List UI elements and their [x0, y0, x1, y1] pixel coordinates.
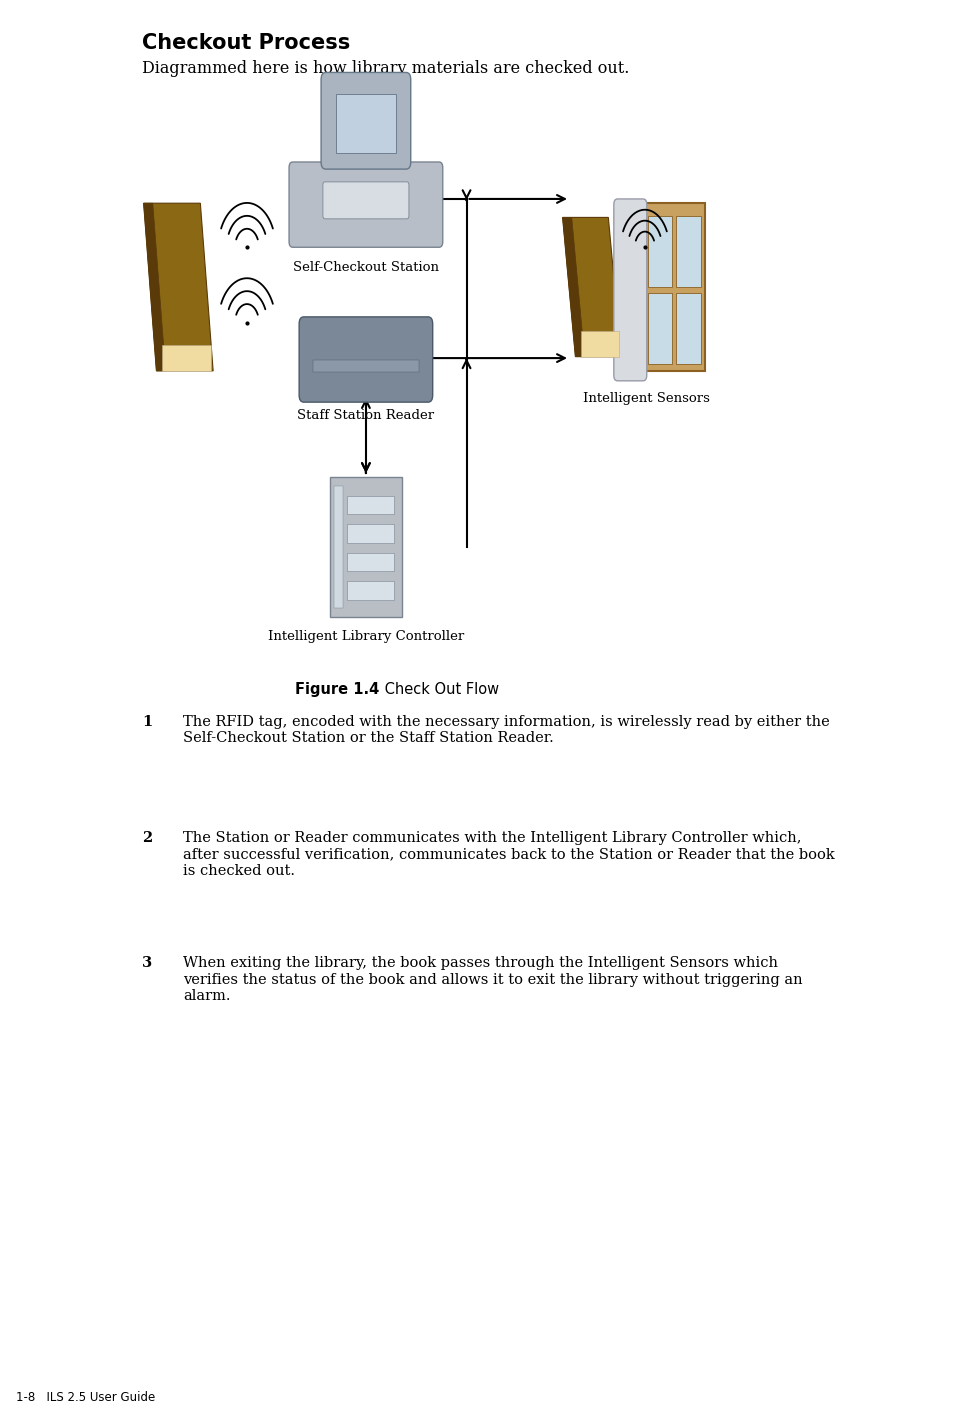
Text: 3: 3 [142, 956, 152, 971]
Text: Intelligent Library Controller: Intelligent Library Controller [268, 630, 464, 642]
Text: The Station or Reader communicates with the Intelligent Library Controller which: The Station or Reader communicates with … [183, 831, 835, 878]
Text: When exiting the library, the book passes through the Intelligent Sensors which
: When exiting the library, the book passe… [183, 956, 803, 1003]
Text: The RFID tag, encoded with the necessary information, is wirelessly read by eith: The RFID tag, encoded with the necessary… [183, 715, 830, 745]
FancyBboxPatch shape [331, 477, 401, 617]
FancyBboxPatch shape [347, 524, 395, 543]
Text: Figure 1.4: Figure 1.4 [295, 682, 380, 698]
FancyBboxPatch shape [648, 216, 672, 287]
FancyBboxPatch shape [347, 553, 395, 571]
FancyBboxPatch shape [313, 360, 419, 372]
FancyBboxPatch shape [334, 486, 343, 608]
FancyBboxPatch shape [347, 581, 395, 600]
FancyBboxPatch shape [614, 199, 647, 381]
Text: Diagrammed here is how library materials are checked out.: Diagrammed here is how library materials… [142, 60, 630, 77]
Polygon shape [144, 203, 165, 371]
FancyBboxPatch shape [676, 293, 701, 364]
FancyBboxPatch shape [648, 293, 672, 364]
Polygon shape [563, 217, 584, 357]
Text: Self-Checkout Station: Self-Checkout Station [293, 261, 439, 274]
FancyBboxPatch shape [347, 496, 395, 514]
Text: Checkout Process: Checkout Process [142, 33, 350, 53]
Text: Check Out Flow: Check Out Flow [380, 682, 499, 698]
Text: 1-8   ILS 2.5 User Guide: 1-8 ILS 2.5 User Guide [16, 1391, 156, 1404]
Polygon shape [563, 217, 621, 357]
Text: 1: 1 [142, 715, 152, 729]
FancyBboxPatch shape [643, 203, 705, 371]
Polygon shape [581, 331, 619, 357]
Text: Intelligent Sensors: Intelligent Sensors [583, 392, 710, 405]
FancyBboxPatch shape [321, 72, 411, 169]
FancyBboxPatch shape [336, 94, 396, 153]
Text: 2: 2 [142, 831, 152, 845]
FancyBboxPatch shape [323, 182, 409, 219]
FancyBboxPatch shape [299, 317, 432, 402]
Text: Staff Station Reader: Staff Station Reader [298, 409, 434, 422]
FancyBboxPatch shape [676, 216, 701, 287]
Polygon shape [161, 345, 212, 371]
FancyBboxPatch shape [289, 162, 443, 247]
Polygon shape [144, 203, 213, 371]
